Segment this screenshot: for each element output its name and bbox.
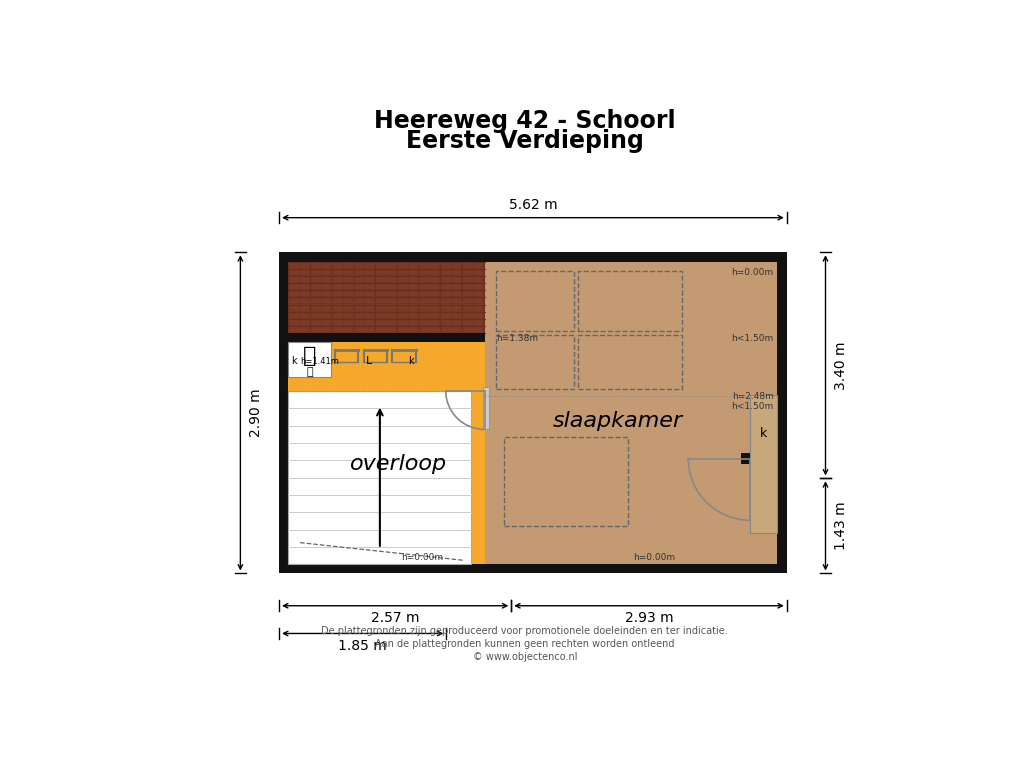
Text: h=2.48m: h=2.48m [732, 392, 773, 401]
Bar [496, 271, 573, 331]
Text: © www.objectenco.nl: © www.objectenco.nl [472, 652, 578, 662]
Text: Eerste Verdieping: Eerste Verdieping [406, 130, 644, 154]
Bar [289, 391, 471, 564]
Text: overloop: overloop [349, 454, 446, 474]
Bar [483, 387, 489, 429]
Text: 2.57 m: 2.57 m [371, 611, 420, 625]
Bar [484, 262, 777, 564]
Text: k: k [291, 356, 296, 366]
Text: h=0.00m: h=0.00m [633, 553, 675, 562]
Bar [289, 333, 484, 343]
Text: 1.85 m: 1.85 m [338, 639, 387, 653]
Text: h<1.50m: h<1.50m [731, 402, 773, 411]
Text: h=0.00m: h=0.00m [401, 553, 443, 562]
Text: h<1.50m: h<1.50m [731, 334, 773, 343]
Bar [578, 335, 682, 389]
Bar [578, 271, 682, 331]
Text: 3.40 m: 3.40 m [834, 341, 848, 389]
Text: h=1.41m: h=1.41m [300, 357, 339, 366]
Bar [280, 253, 786, 574]
Bar [289, 333, 484, 564]
Text: De plattegronden zijn geproduceerd voor promotionele doeleinden en ter indicatie: De plattegronden zijn geproduceerd voor … [322, 626, 728, 636]
Bar [751, 395, 777, 533]
Text: Heereweg 42 - Schoorl: Heereweg 42 - Schoorl [374, 109, 676, 134]
Text: 2.90 m: 2.90 m [249, 389, 263, 437]
Text: h=1.38m: h=1.38m [496, 334, 539, 343]
Text: Aan de plattegronden kunnen geen rechten worden ontleend: Aan de plattegronden kunnen geen rechten… [375, 639, 675, 649]
Text: ⬩: ⬩ [303, 346, 316, 366]
Text: 5.62 m: 5.62 m [509, 198, 557, 212]
Text: 2.93 m: 2.93 m [625, 611, 674, 625]
Text: L: L [366, 356, 372, 366]
Text: k: k [409, 356, 414, 366]
Text: 1.43 m: 1.43 m [834, 502, 848, 550]
Bar [289, 343, 331, 377]
Text: k: k [760, 427, 768, 440]
Bar [289, 262, 484, 333]
Text: slaapkamer: slaapkamer [552, 411, 682, 431]
Text: h=0.00m: h=0.00m [731, 268, 773, 276]
Text: ⌒: ⌒ [306, 367, 313, 377]
Bar [504, 437, 628, 525]
Bar [741, 452, 751, 464]
Bar [496, 335, 573, 389]
